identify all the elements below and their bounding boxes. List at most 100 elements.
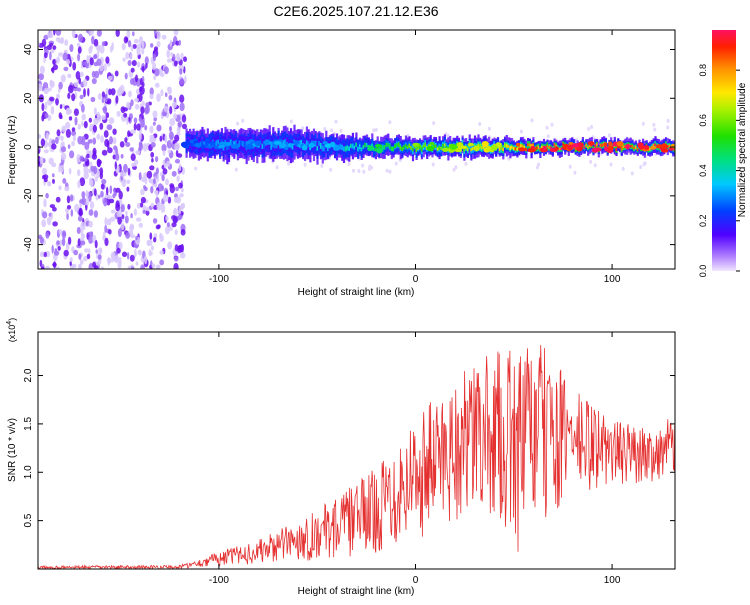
noise-blob <box>55 136 59 145</box>
noise-blob <box>135 235 138 241</box>
noise-blob <box>41 219 47 228</box>
noise-blob <box>162 150 166 156</box>
signal-peak-blob <box>293 140 300 145</box>
noise-blob <box>149 232 153 240</box>
noise-blob <box>129 254 135 262</box>
signal-band-segment <box>270 143 273 150</box>
noise-blob <box>180 52 184 60</box>
signal-peak-blob <box>262 140 270 145</box>
faint-speckle <box>609 162 613 167</box>
signal-peak-blob <box>490 145 498 151</box>
signal-peak-blob <box>230 144 239 149</box>
noise-blob <box>92 261 97 268</box>
snr-xtick-label: -100 <box>209 575 229 586</box>
signal-peak-blob <box>661 143 668 149</box>
noise-blob <box>67 236 72 245</box>
noise-blob <box>85 190 89 199</box>
signal-peak-blob <box>638 144 645 150</box>
noise-blob <box>169 39 173 47</box>
signal-band-segment <box>318 141 321 146</box>
signal-band-segment <box>408 143 411 148</box>
signal-band-segment <box>438 145 441 150</box>
faint-speckle <box>487 126 491 131</box>
noise-blob <box>88 30 94 36</box>
signal-peak-blob <box>254 140 262 146</box>
signal-band-segment <box>201 139 204 145</box>
faint-speckle <box>287 161 291 166</box>
noise-blob <box>107 75 113 81</box>
faint-speckle <box>666 118 670 123</box>
noise-blob <box>136 217 142 222</box>
faint-speckle <box>352 168 355 173</box>
noise-blob <box>79 155 84 162</box>
noise-blob <box>77 180 81 189</box>
signal-band-segment <box>327 145 330 152</box>
noise-blob <box>137 249 141 255</box>
signal-band-segment <box>388 144 392 149</box>
noise-blob <box>150 151 155 158</box>
signal-band-segment <box>373 147 376 151</box>
signal-band-segment <box>272 141 275 148</box>
noise-blob <box>125 232 130 239</box>
noise-blob <box>73 249 79 256</box>
noise-blob <box>180 203 184 211</box>
noise-blob <box>52 45 57 50</box>
noise-blob <box>65 107 71 116</box>
noise-blob <box>119 84 125 94</box>
faint-speckle <box>385 168 389 173</box>
noise-blob <box>60 135 64 141</box>
noise-blob <box>38 83 43 92</box>
noise-blob <box>77 46 82 54</box>
noise-blob <box>101 149 108 156</box>
noise-blob <box>138 117 142 122</box>
noise-blob <box>151 158 154 163</box>
noise-blob <box>178 163 182 172</box>
noise-blob <box>145 62 148 69</box>
noise-blob <box>171 170 177 177</box>
noise-blob <box>105 56 110 64</box>
noise-blob <box>176 126 181 134</box>
signal-band-segment <box>397 142 400 147</box>
faint-speckle <box>241 118 245 123</box>
noise-blob <box>156 264 161 269</box>
noise-blob <box>129 228 134 238</box>
noise-blob <box>121 251 128 258</box>
signal-peak-blob <box>194 142 202 148</box>
noise-blob <box>89 57 94 66</box>
noise-blob <box>69 44 74 53</box>
signal-peak-blob <box>554 146 559 151</box>
noise-blob <box>100 190 104 198</box>
noise-blob <box>178 39 181 46</box>
noise-blob <box>140 188 145 196</box>
noise-blob <box>39 156 44 165</box>
noise-blob <box>141 82 145 88</box>
signal-band-segment <box>406 145 409 150</box>
signal-band-segment <box>203 141 206 146</box>
noise-blob <box>41 103 45 112</box>
faint-speckle <box>639 165 643 169</box>
noise-blob <box>151 263 156 269</box>
faint-speckle <box>607 133 611 138</box>
noise-blob <box>156 31 161 40</box>
noise-blob <box>86 153 90 159</box>
noise-blob <box>46 216 52 226</box>
noise-blob <box>70 194 74 202</box>
noise-blob <box>82 61 88 66</box>
snr-marks <box>38 345 675 569</box>
noise-blob <box>89 150 92 159</box>
noise-blob <box>179 193 184 198</box>
noise-blob <box>60 165 64 173</box>
noise-blob <box>98 194 101 199</box>
noise-blob <box>71 130 77 137</box>
noise-blob <box>140 106 145 114</box>
noise-blob <box>173 30 179 36</box>
noise-blob <box>105 112 110 119</box>
signal-band-segment <box>633 146 636 150</box>
noise-blob <box>49 51 52 61</box>
signal-band-segment <box>392 146 395 152</box>
faint-speckle <box>357 169 361 173</box>
noise-blob <box>47 115 51 122</box>
colorbar-ticks: 0.0 0.2 0.4 0.6 0.8 <box>698 64 740 277</box>
noise-blob <box>96 30 102 37</box>
signal-band-segment <box>500 146 503 150</box>
